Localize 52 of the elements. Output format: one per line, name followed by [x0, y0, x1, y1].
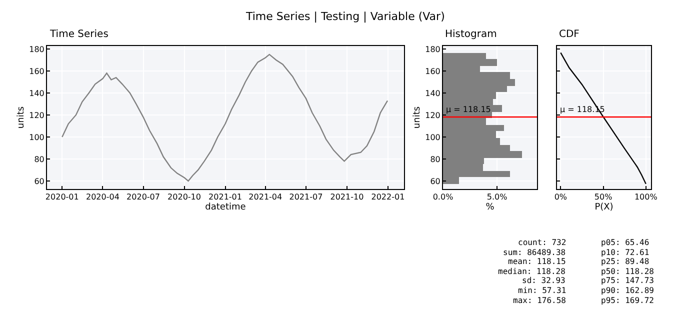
text: Time Series | Testing | Variable (Var) — [245, 10, 445, 23]
y-tick-label: 120 — [29, 110, 44, 120]
y-tick-label: 180 — [29, 44, 44, 54]
x-axis-title: datetime — [205, 202, 246, 212]
x-tick-label: 5.0% — [486, 192, 508, 202]
x-tick-label: 2020-01 — [45, 192, 79, 202]
x-tick-label: 2020-04 — [86, 192, 120, 202]
x-tick-label: 2020-07 — [126, 192, 160, 202]
text: mean: 118.15 — [508, 257, 566, 266]
y-axis-title: units — [16, 106, 26, 129]
text: p90: 162.89 — [601, 286, 654, 295]
ref-line-label: μ = 118.15 — [446, 105, 491, 114]
x-tick-label: 0.0% — [432, 192, 454, 202]
y-tick-label: 80 — [34, 154, 44, 164]
x-tick-label: 50% — [594, 192, 613, 202]
x-axis-title: P(X) — [594, 202, 614, 212]
text: sd: 32.93 — [522, 276, 566, 285]
x-tick-label: 2021-04 — [248, 192, 282, 202]
y-tick-label: 120 — [425, 110, 440, 120]
text: p25: 89.48 — [601, 257, 650, 266]
y-tick-label: 140 — [29, 88, 44, 98]
x-tick-label: 2021-10 — [330, 192, 364, 202]
text: sum: 86489.38 — [503, 248, 566, 257]
text: p50: 118.28 — [601, 267, 654, 276]
text: max: 176.58 — [513, 296, 566, 305]
x-tick-label: 2020-10 — [168, 192, 201, 202]
y-tick-label: 80 — [430, 154, 440, 164]
y-tick-label: 60 — [34, 176, 44, 186]
text: p95: 169.72 — [601, 296, 654, 305]
y-tick-label: 100 — [425, 132, 440, 142]
y-tick-label: 140 — [425, 88, 440, 98]
text: min: 57.31 — [518, 286, 566, 295]
x-tick-label: 2022-01 — [371, 192, 405, 202]
x-tick-label: 0% — [554, 192, 568, 202]
x-tick-label: 2021-07 — [289, 192, 323, 202]
chart-title: CDF — [559, 29, 580, 40]
text: p05: 65.46 — [601, 238, 650, 247]
y-tick-label: 160 — [425, 66, 440, 76]
x-tick-label: 2021-01 — [208, 192, 242, 202]
text: p75: 147.73 — [601, 276, 654, 285]
x-tick-label: 100% — [634, 192, 658, 202]
x-axis-title: % — [486, 202, 495, 212]
text: count: 732 — [518, 238, 566, 247]
y-tick-label: 160 — [29, 66, 44, 76]
chart-title: Histogram — [445, 29, 497, 40]
text: median: 118.28 — [498, 267, 566, 276]
y-tick-label: 180 — [425, 44, 440, 54]
y-tick-label: 60 — [430, 176, 440, 186]
chart-title: Time Series — [49, 29, 108, 40]
y-tick-label: 100 — [29, 132, 44, 142]
y-axis-title: units — [412, 106, 422, 129]
text: p10: 72.61 — [601, 248, 650, 257]
